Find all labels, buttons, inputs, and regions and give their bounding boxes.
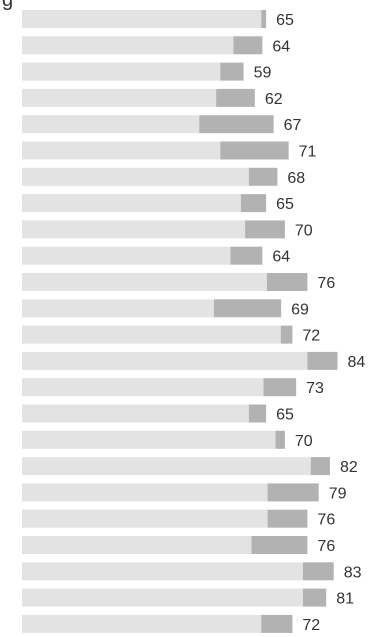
- bar-base-21: [22, 536, 252, 554]
- bar-change-24: [261, 614, 293, 633]
- bar-base-11: [22, 273, 267, 291]
- bar-change-13: [280, 325, 293, 344]
- bar-change-21: [251, 536, 308, 554]
- value-label-19: 79: [329, 485, 347, 502]
- bar-base-8: [22, 194, 241, 213]
- bar-change-1: [261, 10, 267, 28]
- bar-base-16: [22, 404, 249, 423]
- bar-base-5: [22, 115, 200, 134]
- bar-base-23: [22, 588, 303, 607]
- value-label-11: 76: [317, 275, 335, 292]
- bar-change-5: [199, 115, 274, 134]
- value-label-21: 76: [317, 538, 335, 555]
- bar-change-4: [216, 88, 255, 107]
- bar-change-10: [230, 246, 263, 265]
- bar-base-18: [22, 457, 311, 476]
- bar-base-12: [22, 299, 214, 318]
- value-label-18: 82: [340, 459, 358, 476]
- bar-base-10: [22, 246, 231, 265]
- bar-change-6: [220, 141, 289, 160]
- value-label-24: 72: [302, 617, 320, 634]
- value-label-3: 59: [254, 65, 272, 82]
- value-label-20: 76: [317, 512, 335, 529]
- bar-base-24: [22, 614, 262, 633]
- bar-base-13: [22, 325, 281, 344]
- value-label-6: 71: [299, 144, 317, 161]
- bar-base-2: [22, 36, 234, 55]
- bar-change-3: [220, 62, 244, 81]
- bar-base-6: [22, 141, 221, 160]
- bar-base-15: [22, 378, 264, 397]
- bar-base-7: [22, 167, 249, 186]
- bar-base-4: [22, 88, 217, 107]
- bar-base-3: [22, 62, 221, 81]
- value-label-9: 70: [295, 222, 313, 239]
- bar-change-22: [302, 562, 334, 581]
- value-label-15: 73: [306, 380, 324, 397]
- bar-change-2: [233, 36, 263, 55]
- value-label-2: 64: [272, 38, 290, 55]
- value-label-4: 62: [265, 91, 283, 108]
- bar-change-9: [245, 220, 285, 239]
- value-label-10: 64: [272, 249, 290, 266]
- value-label-22: 83: [344, 564, 362, 581]
- bar-base-1: [22, 10, 262, 28]
- bar-change-20: [267, 509, 308, 528]
- bar-base-19: [22, 483, 268, 502]
- bar-base-9: [22, 220, 246, 239]
- clipped-top-glyph: g: [2, 0, 13, 11]
- value-label-17: 70: [295, 433, 313, 450]
- value-label-13: 72: [302, 328, 320, 345]
- bar-base-14: [22, 351, 308, 370]
- bar-change-23: [302, 588, 327, 607]
- bar-change-11: [266, 273, 308, 291]
- bar-change-19: [267, 483, 319, 502]
- value-label-1: 65: [276, 12, 294, 29]
- bar-change-7: [248, 167, 278, 186]
- value-label-8: 65: [276, 196, 294, 213]
- bar-change-8: [240, 194, 267, 213]
- value-label-5: 67: [284, 117, 302, 134]
- bar-base-20: [22, 509, 268, 528]
- value-label-23: 81: [336, 591, 354, 608]
- bar-change-17: [275, 430, 285, 449]
- bar-change-18: [310, 457, 330, 476]
- bar-base-22: [22, 562, 303, 581]
- value-label-12: 69: [291, 301, 309, 318]
- bar-base-17: [22, 430, 276, 449]
- bar-change-12: [213, 299, 282, 318]
- bar-change-15: [263, 378, 297, 397]
- value-label-14: 84: [347, 354, 365, 371]
- bars-group: 6564596267716865706476697284736570827976…: [22, 10, 365, 634]
- bar-change-14: [307, 351, 338, 370]
- bar-change-16: [248, 404, 267, 423]
- value-label-16: 65: [276, 407, 294, 424]
- value-label-7: 68: [287, 170, 305, 187]
